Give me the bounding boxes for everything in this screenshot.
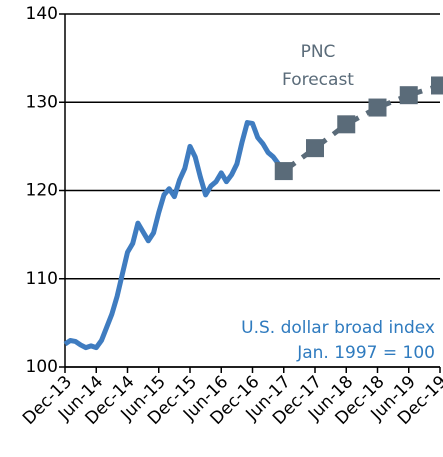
annotation: Jan. 1997 = 100 (296, 343, 435, 363)
annotation: PNC (301, 42, 336, 62)
y-tick-label: 110 (26, 269, 58, 289)
annotation: Forecast (282, 70, 354, 90)
forecast-marker (274, 162, 293, 181)
forecast-marker (399, 86, 418, 105)
y-tick-label: 140 (26, 4, 58, 24)
forecast-marker (431, 76, 443, 95)
y-tick-label: 100 (26, 357, 58, 377)
y-tick-label: 120 (26, 181, 58, 201)
y-tick-label: 130 (26, 92, 58, 112)
forecast-marker (368, 98, 387, 117)
annotation: U.S. dollar broad index (241, 318, 435, 338)
forecast-marker (337, 115, 356, 134)
index-line (63, 120, 286, 351)
forecast-marker (306, 139, 324, 158)
